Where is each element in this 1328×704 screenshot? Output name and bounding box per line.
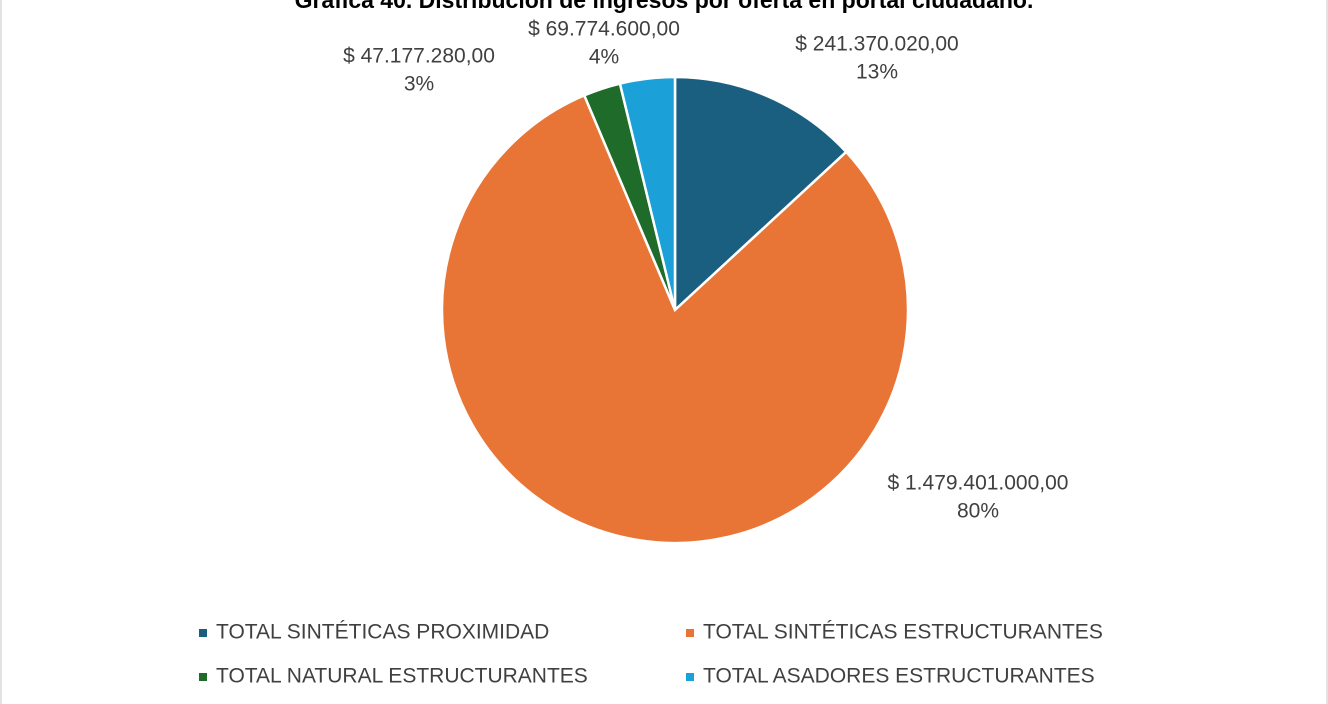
value-label: $ 47.177.280,00: [343, 45, 495, 68]
pie-slice: [618, 75, 677, 311]
value-label: $ 241.370.020,00: [795, 33, 959, 56]
value-label: $ 69.774.600,00: [528, 18, 680, 41]
percent-label: 4%: [589, 46, 619, 69]
value-label: $ 1.479.401.000,00: [887, 472, 1068, 495]
legend-label: TOTAL SINTÉTICAS ESTRUCTURANTES: [703, 621, 1103, 644]
legend-label: TOTAL ASADORES ESTRUCTURANTES: [703, 665, 1095, 688]
pie-slice: [440, 93, 910, 545]
percent-label: 80%: [957, 500, 999, 523]
legend-marker: [199, 673, 207, 681]
legend-label: TOTAL SINTÉTICAS PROXIMIDAD: [216, 621, 549, 644]
legend-marker: [686, 629, 694, 637]
chart-title: Gráfica 40. Distribución de ingresos por…: [295, 0, 1034, 13]
percent-label: 3%: [404, 73, 434, 96]
legend-marker: [686, 673, 694, 681]
legend-label: TOTAL NATURAL ESTRUCTURANTES: [216, 665, 588, 688]
legend-marker: [199, 629, 207, 637]
percent-label: 13%: [856, 61, 898, 84]
pie-slice: [673, 75, 848, 313]
